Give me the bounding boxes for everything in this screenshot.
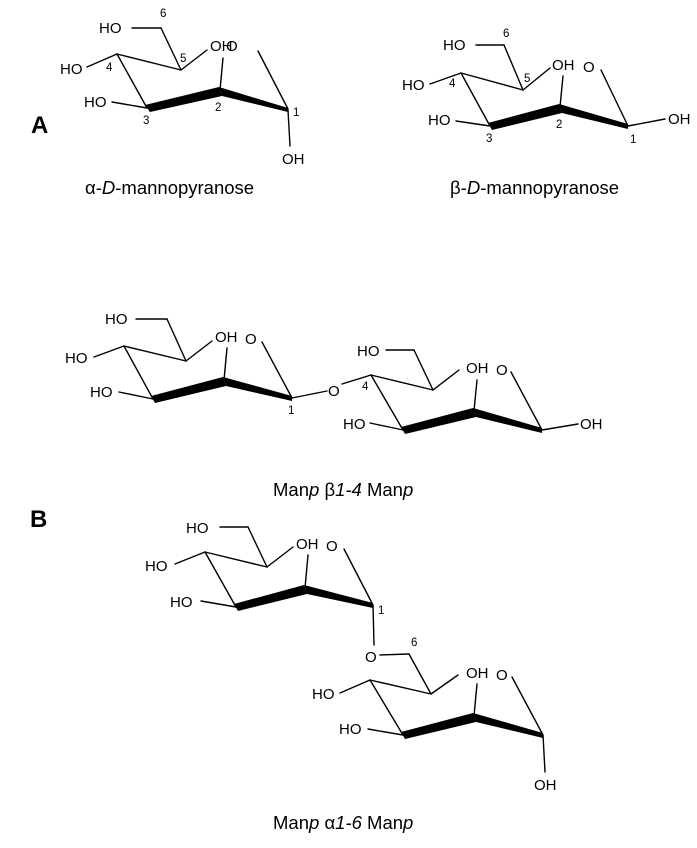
reducing-residue — [339, 674, 546, 773]
carbon-5-number: 5 — [180, 53, 186, 65]
beta-d-mannopyranose-structure: O HO HO HO OH OH 6 5 4 3 2 1 — [402, 28, 691, 146]
carbon-2-number: 2 — [556, 119, 562, 131]
c2-hydroxyl-label: OH — [466, 665, 489, 682]
ring-oxygen-label: O — [583, 59, 595, 76]
non-reducing-residue — [93, 318, 328, 403]
c2-hydroxyl-label: OH — [466, 360, 489, 377]
carbon-4-number: 4 — [449, 78, 456, 90]
c6-hydroxyl-label: HO — [99, 20, 122, 37]
c6-hydroxyl-label: HO — [186, 520, 209, 537]
carbon-3-number: 3 — [486, 133, 492, 145]
c1-hydroxyl-label: OH — [534, 777, 557, 794]
c3-hydroxyl-label: HO — [428, 112, 451, 129]
non-reducing-residue — [174, 526, 375, 646]
glycosidic-bond — [379, 653, 410, 656]
c2-hydroxyl-label: OH — [215, 329, 238, 346]
c2-hydroxyl-label: OH — [210, 38, 233, 55]
carbon-4-number: 4 — [362, 381, 369, 393]
glycosidic-oxygen-label: O — [328, 383, 340, 400]
carbon-6-number: 6 — [411, 637, 417, 649]
man-beta-1-4-man-disaccharide: O HO HO HO OH 1 O O HO HO OH OH 4 — [65, 311, 603, 434]
carbon-5-number: 5 — [524, 73, 530, 85]
beta-1-4-caption: Manp β1-4 Manp — [273, 479, 413, 500]
carbon-1-number: 1 — [293, 107, 299, 119]
ring-bonds — [116, 49, 289, 112]
panel-label-b: B — [30, 506, 47, 533]
carbon-1-number: 1 — [288, 405, 294, 417]
man-alpha-1-6-man-disaccharide: O HO HO HO OH 1 O 6 O HO HO OH OH — [145, 520, 557, 794]
substituent-bonds — [86, 27, 291, 147]
c4-hydroxyl-label: HO — [402, 77, 425, 94]
c1-hydroxyl-label: OH — [668, 111, 691, 128]
c4-hydroxyl-label: HO — [65, 350, 88, 367]
panel-label-a: A — [31, 112, 48, 139]
c6-hydroxyl-label: HO — [443, 37, 466, 54]
carbon-6-number: 6 — [160, 8, 166, 20]
c3-hydroxyl-label: HO — [343, 416, 366, 433]
ring-oxygen-label: O — [496, 362, 508, 379]
c4-hydroxyl-label: HO — [312, 686, 335, 703]
substituent-bonds — [429, 44, 666, 127]
c4-hydroxyl-label: HO — [145, 558, 168, 575]
c6-methylene-bond — [408, 653, 432, 695]
beta-mannopyranose-caption: β-D-mannopyranose — [450, 177, 619, 198]
c1-hydroxyl-label: OH — [580, 416, 603, 433]
c2-hydroxyl-label: OH — [296, 536, 319, 553]
ring-oxygen-label: O — [326, 538, 338, 555]
c2-hydroxyl-label: OH — [552, 57, 575, 74]
c4-hydroxyl-label: HO — [60, 61, 83, 78]
ring-bonds — [460, 67, 629, 130]
ring-oxygen-label: O — [496, 667, 508, 684]
carbon-4-number: 4 — [106, 62, 113, 74]
ring-oxygen-label: O — [245, 331, 257, 348]
c3-hydroxyl-label: HO — [84, 94, 107, 111]
glycosidic-bond — [341, 374, 372, 385]
carbon-6-number: 6 — [503, 28, 509, 40]
ring-oxygen-label: O — [226, 38, 238, 55]
carbon-1-number: 1 — [378, 605, 384, 617]
carbon-2-number: 2 — [215, 102, 221, 114]
carbon-3-number: 3 — [143, 115, 149, 127]
c3-hydroxyl-label: HO — [90, 384, 113, 401]
c1-hydroxyl-label: OH — [282, 151, 305, 168]
c6-hydroxyl-label: HO — [357, 343, 380, 360]
glycosidic-oxygen-label: O — [365, 649, 377, 666]
c3-hydroxyl-label: HO — [339, 721, 362, 738]
c6-hydroxyl-label: HO — [105, 311, 128, 328]
alpha-mannopyranose-caption: α-D-mannopyranose — [85, 177, 254, 198]
alpha-1-6-caption: Manp α1-6 Manp — [273, 812, 413, 833]
carbon-1-number: 1 — [630, 134, 636, 146]
reducing-residue — [369, 349, 579, 434]
alpha-d-mannopyranose-structure: O HO HO HO OH OH 6 5 4 3 2 1 — [60, 8, 305, 168]
c3-hydroxyl-label: HO — [170, 594, 193, 611]
